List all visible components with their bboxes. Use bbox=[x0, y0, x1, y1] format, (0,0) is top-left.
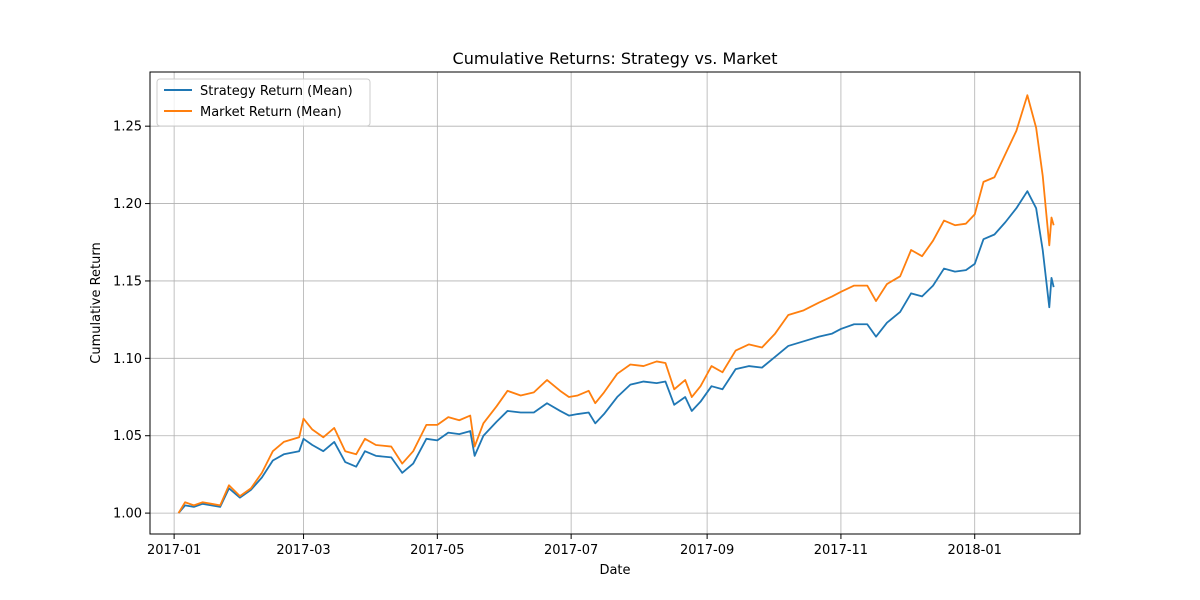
x-axis-ticks: 2017-01 2017-03 2017-05 2017-07 2017-09 2017-… bbox=[147, 534, 1002, 558]
legend-box bbox=[156, 78, 371, 127]
x-tick-label: 2017-07 bbox=[544, 543, 598, 558]
series-lines bbox=[177, 94, 1055, 514]
x-tick-label: 2018-01 bbox=[948, 543, 1002, 558]
grid-lines bbox=[150, 72, 1080, 534]
x-tick-label: 2017-05 bbox=[410, 543, 464, 558]
y-tick-label: 1.00 bbox=[113, 507, 142, 522]
x-tick-label: 2017-09 bbox=[680, 543, 734, 558]
legend-label-strategy: Strategy Return (Mean) bbox=[200, 84, 353, 99]
y-tick-label: 1.20 bbox=[113, 197, 142, 212]
x-tick-label: 2017-11 bbox=[814, 543, 868, 558]
x-tick-label: 2017-01 bbox=[147, 543, 201, 558]
legend-label-market: Market Return (Mean) bbox=[200, 105, 342, 120]
x-axis-label: Date bbox=[599, 563, 630, 578]
y-axis-label: Cumulative Return bbox=[89, 242, 104, 363]
y-axis-ticks: 1.00 1.05 1.10 1.15 1.20 1.25 bbox=[113, 120, 150, 522]
y-tick-label: 1.05 bbox=[113, 429, 142, 444]
plot-frame bbox=[149, 71, 1081, 535]
y-tick-label: 1.10 bbox=[113, 352, 142, 367]
legend: Strategy Return (Mean) Market Return (Me… bbox=[156, 78, 371, 127]
x-tick-label: 2017-03 bbox=[276, 543, 330, 558]
market-return-line bbox=[177, 94, 1055, 514]
y-tick-label: 1.15 bbox=[113, 274, 142, 289]
chart-title: Cumulative Returns: Strategy vs. Market bbox=[453, 49, 778, 68]
strategy-return-line bbox=[177, 190, 1055, 514]
y-tick-label: 1.25 bbox=[113, 120, 142, 135]
